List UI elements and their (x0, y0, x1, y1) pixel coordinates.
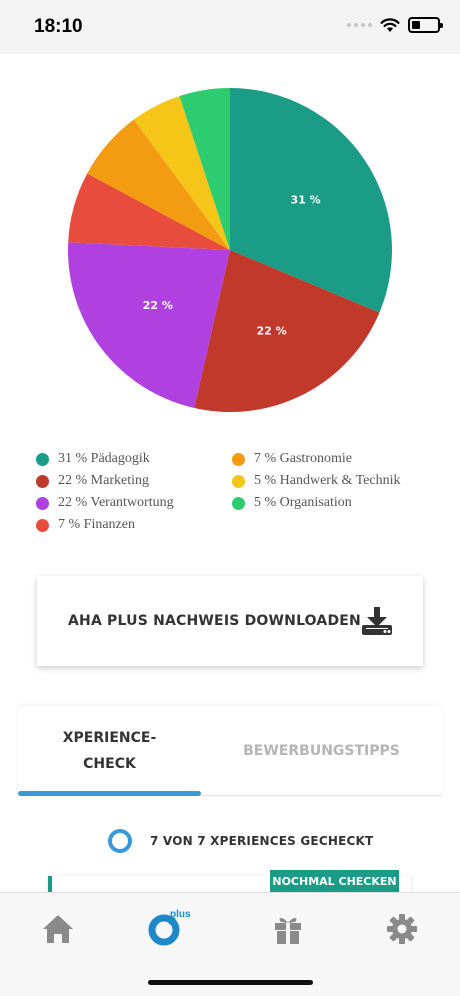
legend-label: 7 % Finanzen (58, 517, 135, 532)
nav-settings[interactable] (372, 907, 432, 951)
pie-slice-label: 22 % (256, 325, 286, 338)
tab-label: BEWERBUNGSTIPPS (243, 743, 400, 759)
download-label: AHA PLUS NACHWEIS DOWNLOADEN (68, 613, 361, 629)
legend-item: 31 % Pädagogik (36, 448, 174, 470)
plus-label: plus (170, 909, 191, 920)
pie-slice-handwerk-technik (133, 96, 230, 251)
bottom-navigation: plus (0, 892, 460, 996)
pie-slice-gastronomie (87, 119, 230, 250)
legend-item: 5 % Organisation (232, 492, 401, 514)
tab-label-line2: CHECK (83, 756, 136, 772)
status-bar: 18:10 (0, 0, 460, 54)
battery-icon (408, 17, 443, 33)
battery-level (412, 21, 421, 29)
plus-logo-icon (148, 914, 180, 946)
legend-item: 22 % Marketing (36, 470, 174, 492)
status-time: 18:10 (34, 16, 83, 37)
legend-dot (232, 452, 245, 466)
tab-xperience-check[interactable]: XPERIENCE- CHECK (18, 706, 201, 796)
legend-item: 22 % Verantwortung (36, 492, 174, 514)
legend-dot (36, 474, 49, 488)
download-icon (362, 607, 392, 635)
legend-dot (232, 496, 245, 510)
active-tab-indicator (18, 791, 201, 796)
pie-slice-finanzen (68, 173, 230, 250)
legend-dot (36, 452, 49, 466)
legend-label: 5 % Handwerk & Technik (254, 473, 401, 488)
nav-rewards[interactable] (258, 907, 318, 951)
check-status: 7 VON 7 XPERIENCES GECHECKT (108, 829, 373, 853)
pie-slice-pädagogik (230, 88, 392, 313)
tab-bar: XPERIENCE- CHECK BEWERBUNGSTIPPS (18, 706, 442, 796)
legend-dot (232, 474, 245, 488)
recheck-button[interactable]: NOCHMAL CHECKEN (270, 870, 399, 892)
tab-bewerbungstipps[interactable]: BEWERBUNGSTIPPS (201, 706, 442, 796)
legend-label: 22 % Verantwortung (58, 495, 174, 510)
status-icons (347, 17, 443, 33)
gear-icon (387, 914, 417, 944)
legend-item: 5 % Handwerk & Technik (232, 470, 401, 492)
download-proof-button[interactable]: AHA PLUS NACHWEIS DOWNLOADEN (37, 576, 423, 666)
progress-ring-icon (108, 829, 132, 853)
tab-divider (201, 795, 442, 796)
legend-dot (36, 518, 49, 532)
nav-home[interactable] (28, 907, 88, 951)
tab-label: XPERIENCE- CHECK (63, 725, 157, 777)
legend-label: 5 % Organisation (254, 495, 352, 510)
legend-item: 7 % Finanzen (36, 514, 174, 536)
pie-slice-marketing (194, 250, 380, 412)
legend-column-right: 7 % Gastronomie 5 % Handwerk & Technik 5… (232, 448, 401, 514)
pie-slice-verantwortung (67, 242, 230, 409)
legend-dot (36, 496, 49, 510)
gift-icon (275, 917, 301, 944)
pie-slice-label: 31 % (290, 194, 320, 207)
legend-label: 22 % Marketing (58, 473, 149, 488)
check-status-text: 7 VON 7 XPERIENCES GECHECKT (150, 834, 374, 848)
wifi-icon (380, 17, 400, 32)
tab-label-line1: XPERIENCE- (62, 730, 157, 746)
nav-plus[interactable]: plus (134, 907, 194, 951)
legend-label: 7 % Gastronomie (254, 451, 352, 466)
legend-label: 31 % Pädagogik (58, 451, 150, 466)
pie-slice-organisation (179, 88, 230, 250)
signal-dots-icon (347, 23, 372, 27)
home-indicator (148, 980, 313, 985)
pie-slice-label: 22 % (143, 299, 173, 312)
pie-chart: 31 % 22 % 22 % (67, 88, 392, 412)
legend-column-left: 31 % Pädagogik 22 % Marketing 22 % Veran… (36, 448, 174, 536)
home-icon (43, 915, 73, 943)
legend-item: 7 % Gastronomie (232, 448, 401, 470)
